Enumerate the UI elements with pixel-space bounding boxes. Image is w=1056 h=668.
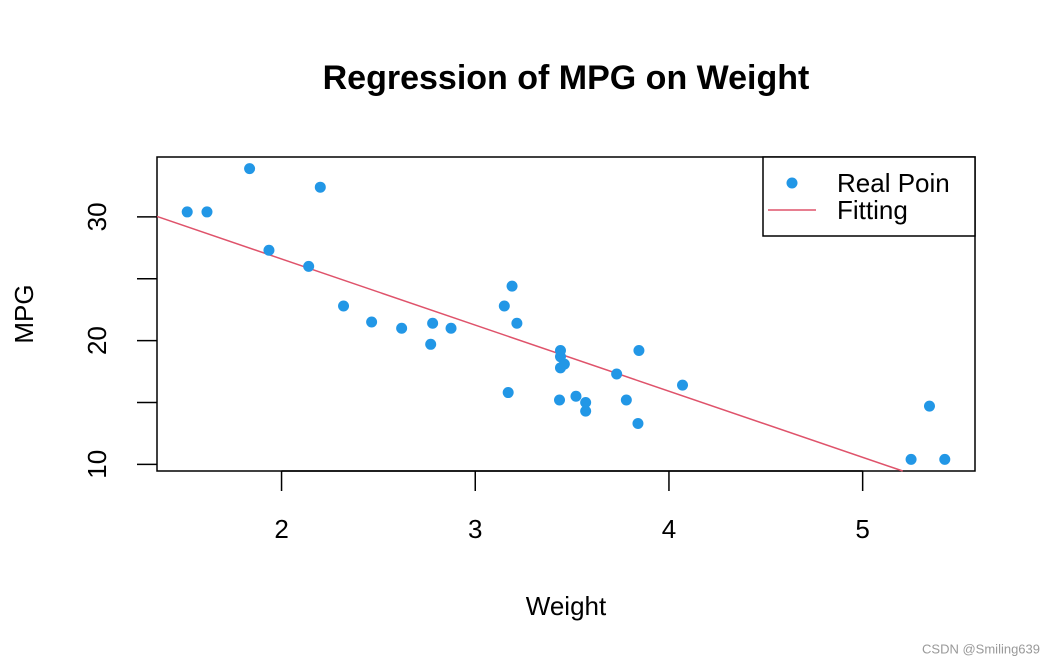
legend-marker — [786, 177, 798, 189]
point — [554, 344, 566, 356]
point — [570, 390, 582, 402]
y-tick-label: 30 — [82, 202, 112, 231]
fit-line — [156, 215, 903, 472]
point — [554, 362, 566, 374]
point — [502, 387, 514, 399]
x-tick-label: 3 — [468, 514, 482, 544]
point — [303, 260, 315, 272]
legend-box — [762, 156, 976, 237]
point — [554, 394, 566, 406]
point — [905, 453, 917, 465]
point — [506, 280, 518, 292]
point — [338, 300, 350, 312]
legend-label: Fitting — [837, 195, 908, 225]
point — [677, 379, 689, 391]
point — [939, 453, 951, 465]
y-axis-label: MPG — [9, 284, 39, 343]
point — [620, 394, 632, 406]
legend-label: Real Poin — [837, 168, 950, 198]
point — [396, 322, 408, 334]
point — [366, 316, 378, 328]
point — [580, 405, 592, 417]
point — [427, 317, 439, 329]
point — [425, 338, 437, 350]
point — [244, 163, 256, 175]
point — [633, 344, 645, 356]
x-axis-label: Weight — [526, 591, 607, 621]
point — [314, 181, 326, 193]
point — [498, 300, 510, 312]
x-tick-label: 2 — [274, 514, 288, 544]
point — [580, 396, 592, 408]
point — [611, 368, 623, 380]
point — [632, 417, 644, 429]
x-tick-label: 4 — [662, 514, 676, 544]
y-tick-label: 10 — [82, 450, 112, 479]
y-tick-label: 20 — [82, 326, 112, 355]
point — [511, 317, 523, 329]
chart-title: Regression of MPG on Weight — [323, 59, 810, 97]
point — [201, 206, 213, 218]
point — [923, 400, 935, 412]
x-tick-label: 5 — [855, 514, 869, 544]
point — [181, 206, 193, 218]
watermark: CSDN @Smiling639 — [922, 641, 1040, 656]
point — [263, 244, 275, 256]
point — [445, 322, 457, 334]
